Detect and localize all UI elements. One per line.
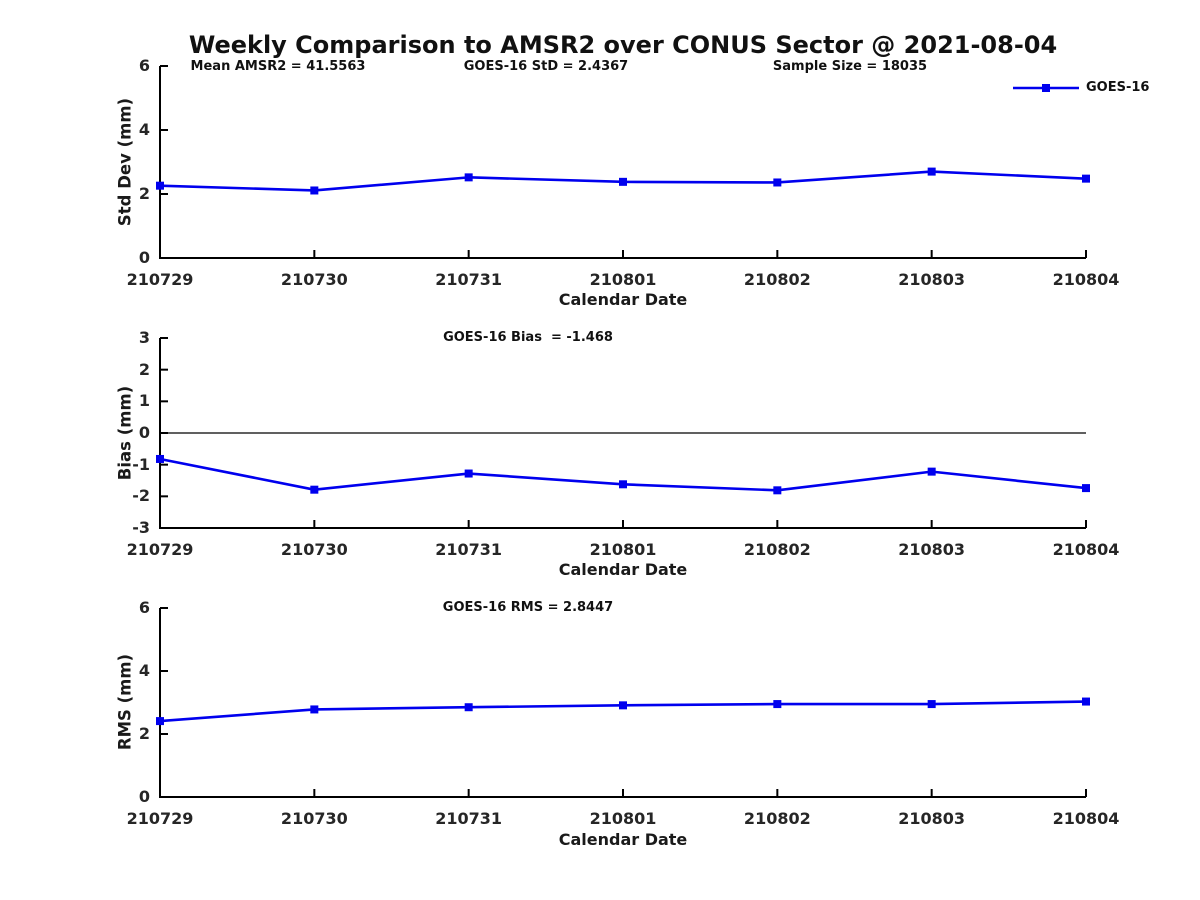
bias-y-axis-label: Bias (mm)	[115, 385, 135, 481]
figure-title: Weekly Comparison to AMSR2 over CONUS Se…	[188, 31, 1058, 59]
x-tick-label: 210729	[126, 540, 194, 559]
y-tick-label: -1	[132, 454, 150, 474]
x-tick-label: 210729	[126, 809, 194, 828]
x-tick-label: 210731	[435, 809, 503, 828]
x-tick-label: 210804	[1052, 540, 1120, 559]
data-point-marker	[773, 486, 782, 495]
data-point-marker	[310, 485, 319, 494]
goes16-std-annotation: GOES-16 StD = 2.4367	[463, 59, 629, 74]
data-point-marker	[156, 181, 164, 190]
y-tick-label: 1	[138, 391, 150, 411]
rms-x-axis-label: Calendar Date	[558, 830, 688, 849]
chart-rms	[156, 607, 1090, 798]
data-point-marker	[464, 469, 473, 478]
x-tick-label: 210803	[898, 270, 966, 289]
x-tick-label: 210802	[743, 540, 811, 559]
x-tick-label: 210803	[898, 540, 966, 559]
chart-std-dev	[156, 65, 1090, 259]
data-point-marker	[773, 700, 782, 709]
data-point-marker	[464, 173, 473, 182]
data-point-marker	[619, 701, 627, 710]
y-tick-label: 0	[138, 248, 150, 267]
x-tick-label: 210804	[1052, 809, 1120, 828]
data-point-marker	[619, 480, 627, 489]
y-tick-label: 2	[138, 359, 150, 379]
legend-marker	[1042, 83, 1050, 92]
data-point-marker	[927, 167, 936, 176]
data-point-marker	[1082, 174, 1090, 183]
x-tick-label: 210804	[1052, 270, 1120, 289]
legend-line-marker-icon	[1013, 83, 1079, 92]
stddev-x-axis-label: Calendar Date	[558, 290, 688, 309]
y-tick-label: -2	[132, 486, 150, 506]
x-tick-label: 210803	[898, 809, 966, 828]
x-tick-label: 210731	[435, 270, 503, 289]
y-tick-label: -3	[132, 518, 150, 537]
sample-size-annotation: Sample Size = 18035	[772, 59, 928, 74]
data-point-marker	[927, 467, 936, 476]
y-tick-label: 3	[138, 328, 150, 347]
x-tick-label: 210730	[280, 540, 348, 559]
x-tick-label: 210729	[126, 270, 194, 289]
y-tick-label: 0	[138, 423, 150, 442]
rms-y-axis-label: RMS (mm)	[115, 653, 135, 751]
data-point-marker	[156, 454, 164, 463]
data-point-marker	[310, 186, 319, 195]
data-point-marker	[464, 703, 473, 712]
chart-bias	[156, 337, 1090, 529]
bias-x-axis-label: Calendar Date	[558, 560, 688, 579]
legend: GOES-16	[1013, 80, 1149, 95]
x-tick-label: 210801	[589, 270, 657, 289]
goes16-bias-annotation: GOES-16 Bias = -1.468	[443, 330, 613, 345]
mean-amsr2-annotation: Mean AMSR2 = 41.5563	[190, 59, 366, 74]
data-point-marker	[927, 700, 936, 709]
y-tick-label: 2	[138, 184, 150, 203]
y-tick-label: 4	[138, 120, 150, 139]
y-tick-label: 2	[138, 724, 150, 743]
y-tick-label: 6	[138, 56, 150, 75]
data-point-marker	[1082, 697, 1090, 706]
y-tick-label: 6	[138, 598, 150, 617]
x-tick-label: 210730	[280, 270, 348, 289]
x-tick-label: 210802	[743, 270, 811, 289]
x-tick-label: 210802	[743, 809, 811, 828]
x-tick-label: 210801	[589, 540, 657, 559]
stddev-y-axis-label: Std Dev (mm)	[115, 97, 135, 227]
x-tick-label: 210731	[435, 540, 503, 559]
goes16-rms-annotation: GOES-16 RMS = 2.8447	[442, 600, 614, 615]
legend-label: GOES-16	[1086, 80, 1150, 95]
x-tick-label: 210801	[589, 809, 657, 828]
data-point-marker	[773, 178, 782, 187]
data-point-marker	[619, 177, 627, 186]
x-tick-label: 210730	[280, 809, 348, 828]
data-point-marker	[310, 705, 319, 714]
data-point-marker	[156, 717, 164, 726]
data-point-marker	[1082, 484, 1090, 493]
y-tick-label: 0	[138, 787, 150, 806]
y-tick-label: 4	[138, 661, 150, 680]
